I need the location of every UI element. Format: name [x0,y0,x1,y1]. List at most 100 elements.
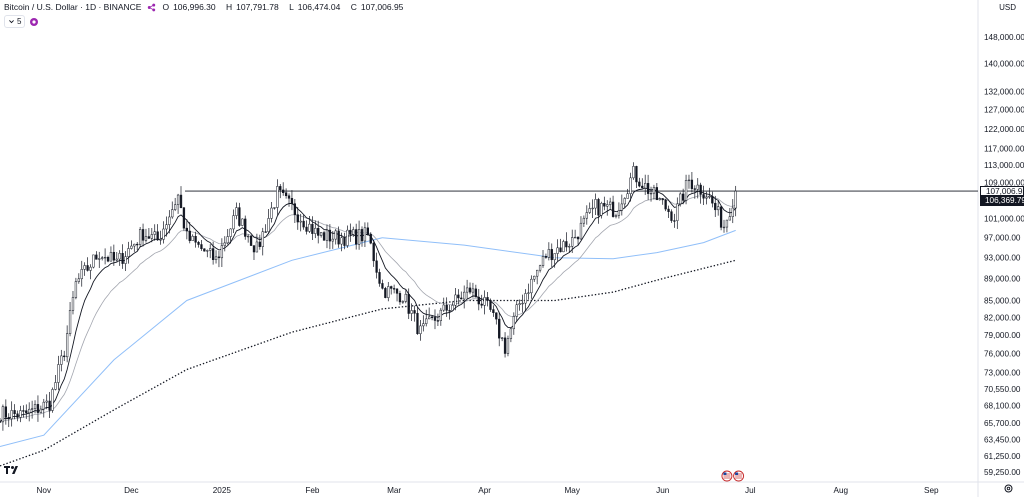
y-tick-label: 122,000.00 [984,125,1024,134]
candle-body [346,229,349,246]
candle-body [276,186,279,208]
candle-body [98,258,101,260]
candle-body [74,281,78,298]
y-tick-label: 117,000.00 [984,145,1024,154]
candle-body [355,229,358,245]
us-flag-icon[interactable] [721,470,733,482]
currency-label[interactable]: USD [999,3,1016,12]
candle-body [331,238,334,242]
x-tick-label: Feb [305,486,320,495]
candle-body [465,287,469,293]
candle-body [226,236,229,244]
candle-body [130,245,133,249]
candle-body [144,236,148,241]
candle-body [454,294,457,306]
candle-body [667,208,670,212]
candle-body [10,410,13,420]
candle-body [594,199,597,209]
candle-body [328,229,332,242]
y-tick-label: 97,000.00 [984,234,1021,243]
candle-body [658,198,661,201]
candle-body [305,226,308,232]
ohlc-open: O 106,996.30 [162,2,216,12]
candle-body [673,220,676,222]
candle-body [410,310,413,314]
candle-body [337,230,340,245]
candle-body [436,320,440,322]
candle-body [439,309,442,321]
y-tick-label: 140,000.00 [984,59,1024,68]
candle-body [430,316,434,318]
candle-body [661,198,664,201]
candle-body [474,288,478,298]
candle-body [28,408,31,414]
candle-body [296,214,299,223]
y-tick-label: 132,000.00 [984,87,1024,96]
candle-body [512,316,515,330]
candle-body [428,316,431,320]
candle-body [217,256,221,259]
x-tick-label: Aug [833,486,848,495]
indicator-settings-icon[interactable] [29,17,39,27]
candle-body [71,297,75,311]
candle-body [518,303,521,305]
candle-body [381,283,384,289]
candle-body [398,293,402,303]
candle-body [433,317,437,321]
y-tick-label: 68,100.00 [984,402,1021,411]
us-flag-icon[interactable] [733,470,745,482]
tradingview-logo-icon[interactable] [4,465,22,475]
sma_200-line [0,259,736,467]
candle-body [553,253,556,261]
last-price-label: 107,006.95 [980,186,1024,197]
candle-body [16,413,19,418]
y-tick-label: 65,700.00 [984,419,1021,428]
candle-body [614,215,618,217]
candle-body [80,269,83,280]
x-tick-label: 2025 [213,486,232,495]
candle-body [308,223,311,232]
y-tick-label: 127,000.00 [984,106,1024,115]
candle-body [390,286,393,289]
candle-body [378,272,381,284]
indicators-toggle-button[interactable]: 5 [4,15,26,28]
candle-body [325,229,329,241]
candle-body [579,222,583,240]
candle-body [42,401,45,410]
share-icon[interactable] [147,3,156,12]
candle-body [191,235,194,241]
candle-body [404,293,407,302]
candle-body [515,304,518,317]
candle-body [264,231,267,233]
candle-body [352,229,355,235]
candle-body [731,207,734,217]
x-tick-label: Mar [387,486,401,495]
candle-body [229,228,232,237]
ohlc-values: O 106,996.30 H 107,791.78 L 106,474.04 C 107… [162,2,411,12]
candle-body [536,269,539,277]
symbol-title[interactable]: Bitcoin / U.S. Dollar · 1D · BINANCE [4,2,142,12]
candle-body [629,177,632,195]
candle-body [384,288,387,298]
candle-body [136,243,139,246]
candle-body [211,248,215,260]
candle-body [124,256,127,264]
candle-body [220,245,224,259]
candle-body [197,241,200,245]
candle-body [7,417,10,420]
gear-icon[interactable] [1003,483,1014,494]
x-tick-label: May [564,486,580,495]
candle-body [33,404,37,409]
candle-body [565,241,568,248]
candle-body [299,220,302,223]
ohlc-high: H 107,791.78 [226,2,279,12]
candle-body [591,207,594,210]
candle-body [606,204,609,207]
candle-body [676,203,679,221]
candle-body [725,219,729,228]
candle-body [89,266,92,271]
candle-body [267,218,270,232]
candle-body [652,187,656,194]
candle-body [314,227,317,234]
